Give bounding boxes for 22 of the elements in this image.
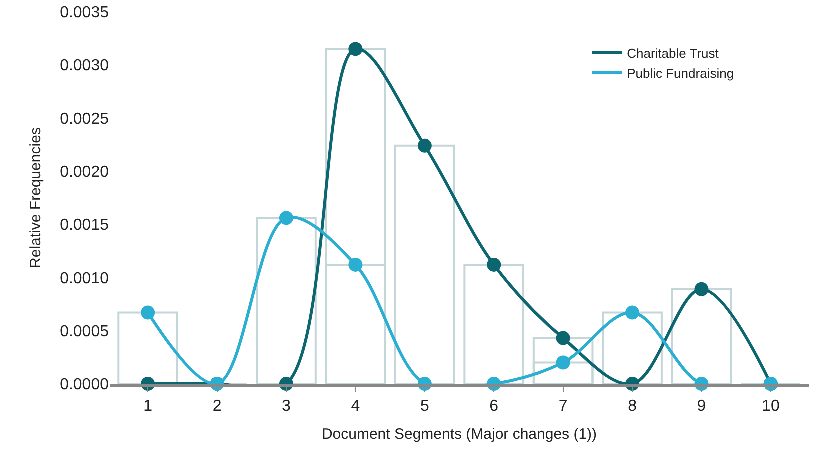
y-tick-label: 0.0005 bbox=[60, 323, 110, 340]
y-tick-label: 0.0000 bbox=[60, 376, 110, 394]
legend-label: Charitable Trust bbox=[627, 46, 720, 62]
y-tick-label: 0.0015 bbox=[60, 217, 110, 234]
x-tick-label: 3 bbox=[282, 398, 292, 416]
x-tick-label: 4 bbox=[351, 398, 360, 416]
x-tick-label: 8 bbox=[628, 398, 638, 416]
x-tick-label: 2 bbox=[212, 398, 222, 416]
legend-label: Public Fundraising bbox=[627, 66, 734, 81]
y-tick-label: 0.0010 bbox=[60, 270, 110, 288]
y-axis-title: Relative Frequencies bbox=[27, 128, 44, 268]
y-tick-label: 0.0025 bbox=[60, 110, 110, 128]
x-tick-label: 1 bbox=[144, 398, 153, 416]
y-tick-label: 0.0035 bbox=[60, 4, 110, 22]
x-tick-label: 7 bbox=[558, 398, 568, 416]
x-tick-label: 10 bbox=[762, 398, 780, 416]
x-tick-label: 6 bbox=[490, 398, 499, 416]
x-tick-label: 9 bbox=[697, 398, 706, 416]
x-axis-title: Document Segments (Major changes (1)) bbox=[322, 426, 598, 444]
x-tick-label: 5 bbox=[420, 398, 430, 416]
y-tick-label: 0.0020 bbox=[60, 164, 110, 182]
y-tick-label: 0.0030 bbox=[60, 58, 110, 75]
